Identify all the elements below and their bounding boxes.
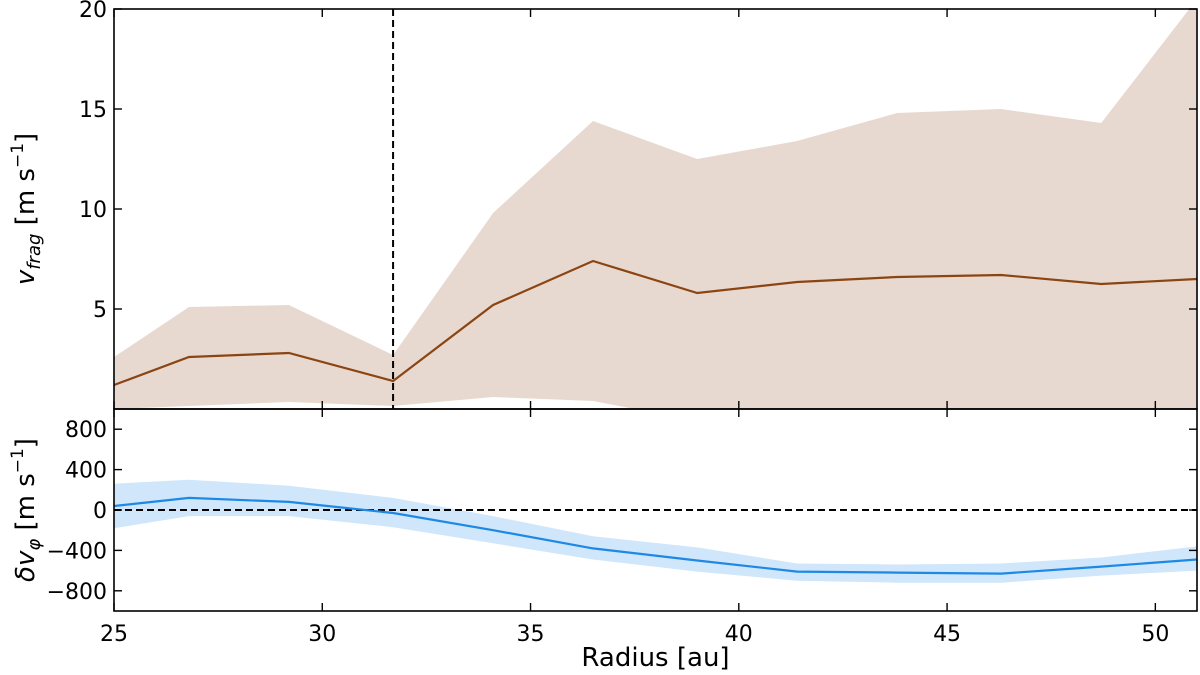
bottom-ylabel: δvφ [m s−1]: [8, 438, 45, 582]
ylabel-symbol: v: [11, 269, 41, 285]
ylabel-subscript: frag: [24, 234, 45, 270]
top-series-line: [114, 259, 1197, 387]
bottom-ytick-label: −800: [47, 580, 107, 605]
top-ytick-label: 20: [79, 0, 107, 23]
xtick-label: 30: [308, 622, 336, 647]
xtick-label: 40: [725, 622, 753, 647]
top-uncertainty-band: [114, 9, 1197, 409]
xtick-label: 45: [933, 622, 961, 647]
ylabel-unit: [m s: [11, 168, 41, 234]
ylabel-subscript: φ: [24, 539, 45, 551]
bottom-ytick-label: 0: [93, 499, 107, 524]
bottom-ytick-label: 400: [65, 459, 107, 484]
xtick-label: 50: [1141, 622, 1169, 647]
ylabel-unit-close: ]: [11, 133, 41, 143]
bottom-uncertainty-band: [114, 479, 1197, 583]
ylabel-unit: [m s: [11, 473, 41, 539]
ylabel-exponent: −1: [8, 448, 28, 473]
bottom-ytick-label: −400: [47, 539, 107, 564]
ylabel-exponent: −1: [8, 143, 28, 168]
ylabel-symbol: δv: [11, 550, 41, 582]
bottom-ytick-label: 800: [65, 418, 107, 443]
ylabel-unit-close: ]: [11, 438, 41, 448]
xtick-label: 25: [100, 622, 128, 647]
bottom-plot-area: [114, 479, 1197, 583]
top-ytick-label: 5: [93, 298, 107, 323]
top-plot-area: [114, 9, 1197, 409]
xtick-label: 35: [517, 622, 545, 647]
top-ytick-label: 15: [79, 98, 107, 123]
xlabel: Radius [au]: [581, 643, 729, 671]
bottom-series-line: [114, 496, 1197, 575]
top-ytick-label: 10: [79, 198, 107, 223]
top-ylabel: vfrag [m s−1]: [8, 133, 45, 285]
